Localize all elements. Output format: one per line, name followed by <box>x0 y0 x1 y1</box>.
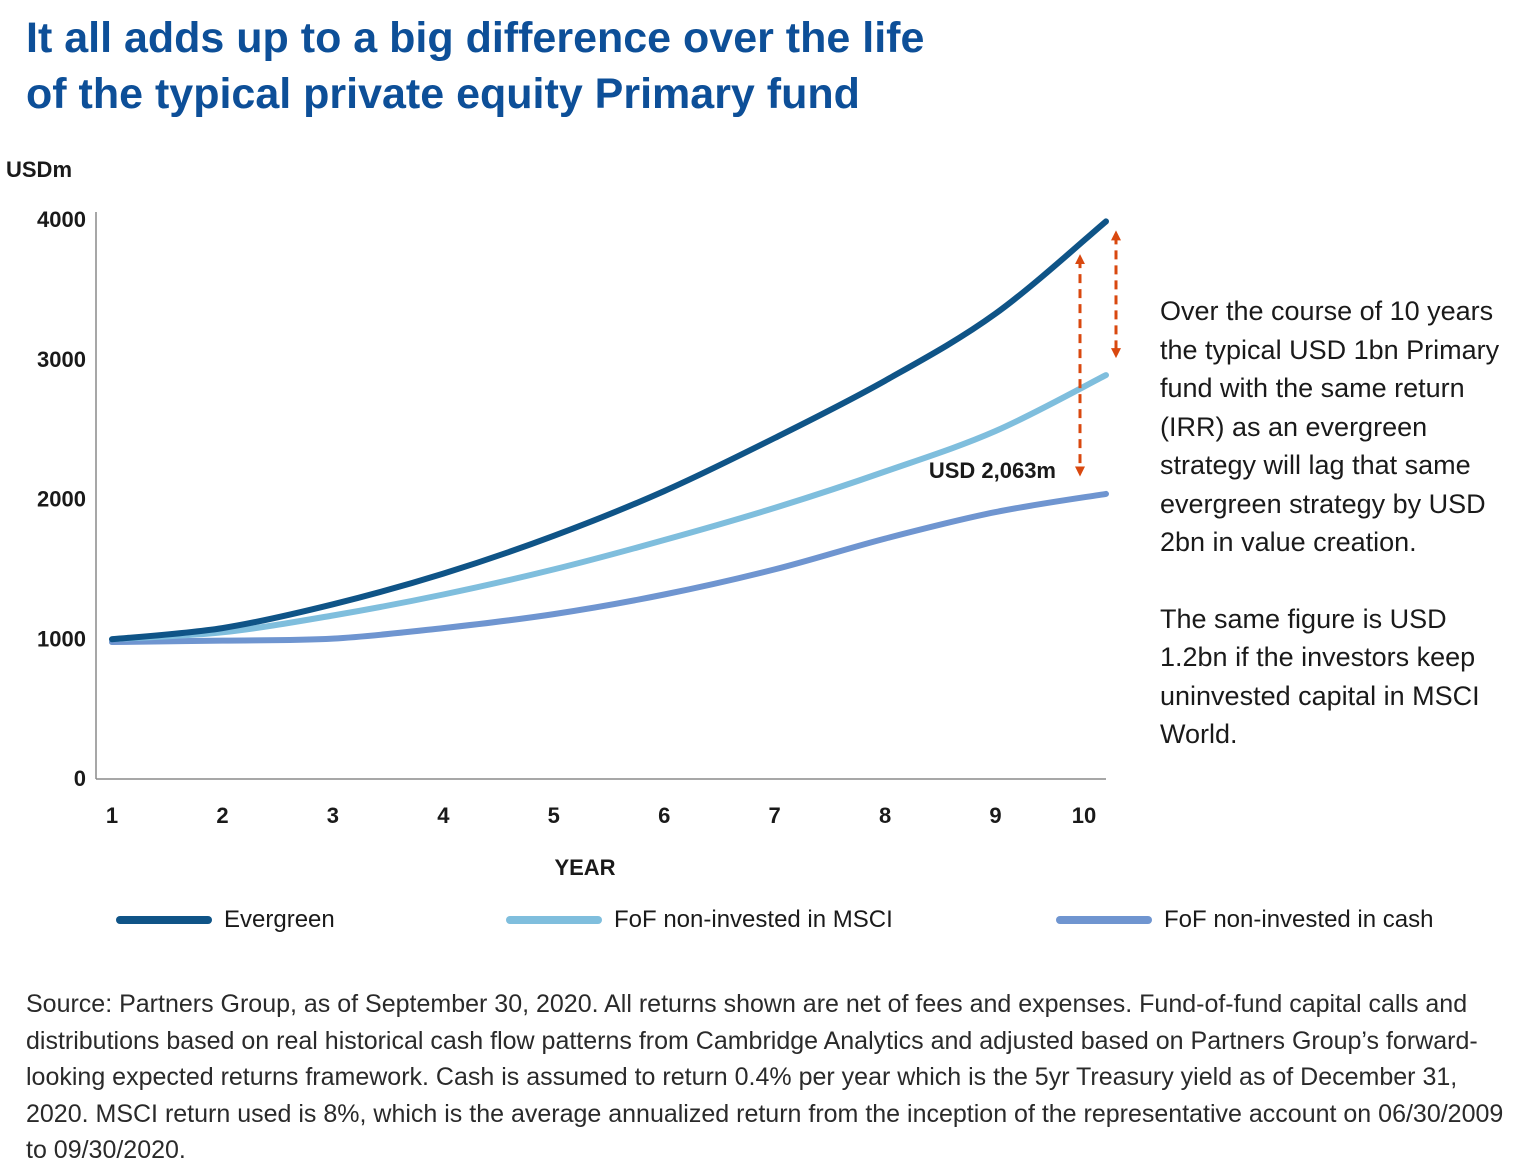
y-tick-label: 3000 <box>37 347 86 372</box>
title-line-2: of the typical private equity Primary fu… <box>26 70 860 118</box>
difference-annotations: USD 1,231mUSD 2,063m <box>929 230 1121 483</box>
x-tick-label: 9 <box>989 803 1001 828</box>
source-footnote: Source: Partners Group, as of September … <box>26 990 1504 1164</box>
x-tick-label: 6 <box>658 803 670 828</box>
chart-legend: Evergreen FoF non-invested in MSCI FoF n… <box>0 900 1520 940</box>
x-tick-label: 1 <box>106 803 118 828</box>
x-axis-label: YEAR <box>554 855 615 880</box>
x-tick-label: 10 <box>1072 803 1096 828</box>
legend-swatch-evergreen <box>116 916 212 924</box>
x-tick-label: 2 <box>216 803 228 828</box>
y-tick-label: 0 <box>74 766 86 791</box>
note-paragraph-2: The same figure is USD 1.2bn if the inve… <box>1160 603 1480 750</box>
legend-label-cash: FoF non-invested in cash <box>1164 906 1434 933</box>
explanatory-note: Over the course of 10 years the typical … <box>1160 292 1515 792</box>
series-line-evergreen <box>109 218 1109 643</box>
legend-label-msci: FoF non-invested in MSCI <box>614 906 893 933</box>
y-tick-label: 2000 <box>37 487 86 512</box>
page-title: It all adds up to a big difference over … <box>26 10 1026 122</box>
note-paragraph-1: Over the course of 10 years the typical … <box>1160 296 1500 557</box>
series-line-msci <box>109 372 1109 643</box>
y-tick-label: 4000 <box>37 207 86 232</box>
legend-label-evergreen: Evergreen <box>224 906 335 933</box>
x-tick-label: 3 <box>327 803 339 828</box>
x-tick-label: 7 <box>769 803 781 828</box>
legend-item-msci: FoF non-invested in MSCI <box>506 900 893 940</box>
y-tick-label: 1000 <box>37 626 86 651</box>
title-line-1: It all adds up to a big difference over … <box>26 14 925 62</box>
legend-swatch-cash <box>1056 916 1152 924</box>
x-tick-label: 4 <box>437 803 450 828</box>
y-axis-label: USDm <box>6 157 72 182</box>
series-lines <box>109 218 1109 646</box>
legend-swatch-msci <box>506 916 602 924</box>
x-tick-label: 8 <box>879 803 891 828</box>
legend-item-evergreen: Evergreen <box>116 900 335 940</box>
x-tick-labels: 1 2 3 4 5 6 7 8 9 10 <box>106 803 1096 828</box>
series-line-cash <box>109 490 1109 646</box>
x-tick-label: 5 <box>548 803 560 828</box>
y-tick-labels: 0 1000 2000 3000 4000 <box>37 207 86 791</box>
legend-item-cash: FoF non-invested in cash <box>1056 900 1433 940</box>
callout-cash-difference: USD 2,063m <box>929 458 1056 483</box>
